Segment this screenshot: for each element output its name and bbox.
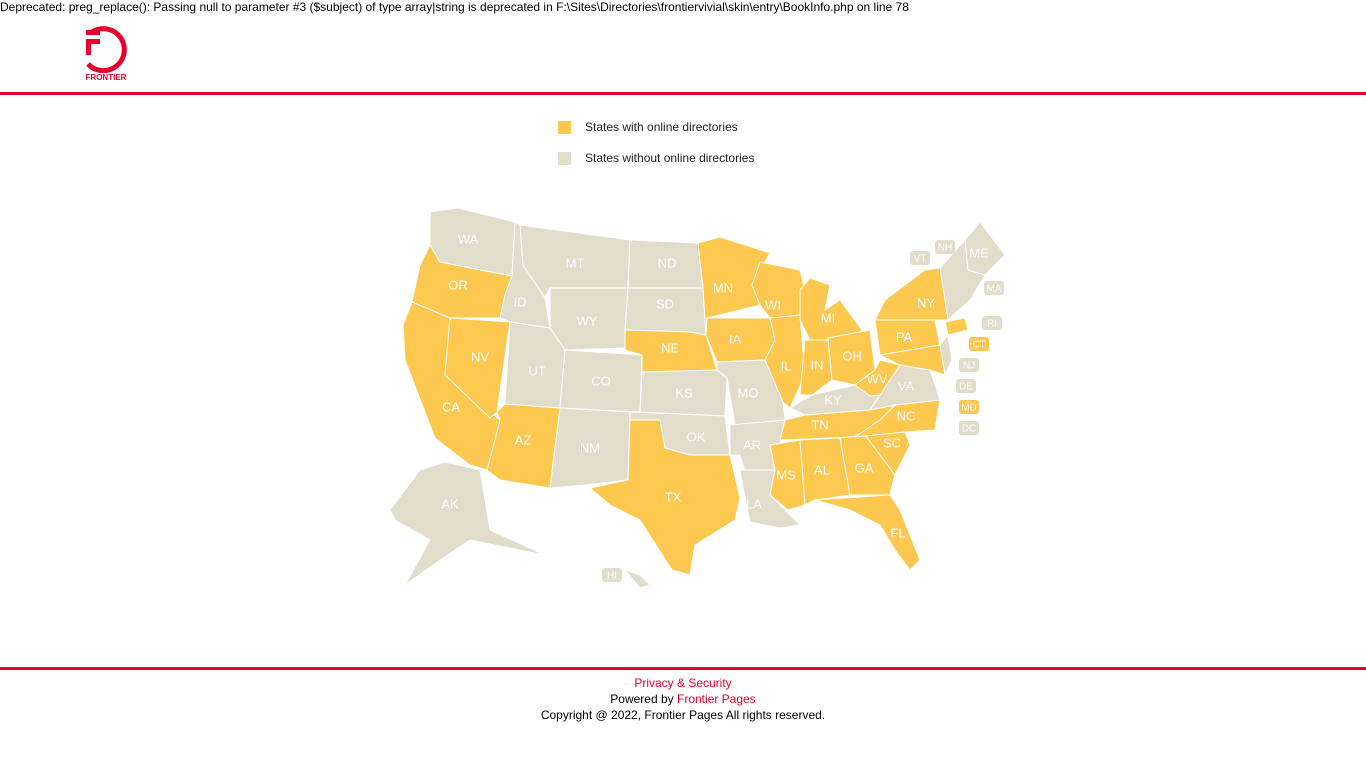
legend-label: States without online directories <box>585 151 755 165</box>
state-label: MT <box>566 255 585 270</box>
state-label: VT <box>914 254 927 265</box>
logo-bar <box>86 30 100 35</box>
logo-ring <box>86 26 127 74</box>
state-label: WY <box>577 313 598 328</box>
state-shape <box>389 461 546 586</box>
logo-bar <box>86 39 100 44</box>
state-shape <box>624 287 707 336</box>
state-label: ND <box>658 255 677 270</box>
state-label: CA <box>442 399 460 414</box>
state-badge <box>959 358 979 372</box>
state-label: WA <box>458 231 479 246</box>
state-badge <box>982 316 1002 330</box>
state-badge <box>969 337 989 351</box>
legend-swatch <box>558 121 571 134</box>
state-badge <box>956 379 976 393</box>
state-shape <box>878 344 946 376</box>
state-shape <box>444 317 511 419</box>
state-label: KS <box>675 385 693 400</box>
copyright: Copyright @ 2022, Frontier Pages All rig… <box>540 708 826 722</box>
state-shape <box>814 494 921 571</box>
state-label: MN <box>713 280 733 295</box>
state-label: IN <box>811 357 824 372</box>
state-label: DC <box>962 424 976 435</box>
state-label: DE <box>959 382 973 393</box>
state-label: TN <box>811 417 828 432</box>
us-map: WA OR CA NV ID MT WY UT CO AZ NM ND SD NE KS OK TX MN IA MO… <box>389 207 1006 589</box>
state-shape <box>799 339 833 396</box>
state-shape <box>623 568 651 589</box>
state-label: IL <box>781 358 792 373</box>
state-label: AK <box>441 496 459 511</box>
state-label: KY <box>824 392 842 407</box>
state-label: NE <box>661 340 679 355</box>
state-label: WV <box>867 371 888 386</box>
state-label: OH <box>842 348 862 363</box>
state-shape <box>639 369 728 417</box>
php-notice: Deprecated: preg_replace(): Passing null… <box>0 0 909 14</box>
state-shape <box>799 437 851 506</box>
state-label: ME <box>969 245 989 260</box>
state-label: NC <box>897 408 916 423</box>
state-label: OK <box>687 429 706 444</box>
state-label: TX <box>665 489 682 504</box>
state-label: NH <box>938 243 952 254</box>
header-rule <box>0 92 1366 95</box>
state-label: IA <box>729 331 742 346</box>
state-badge <box>910 251 930 265</box>
state-label: MI <box>821 310 835 325</box>
state-label: LA <box>746 496 762 511</box>
state-label: MA <box>987 284 1002 295</box>
state-shape <box>549 407 631 489</box>
state-label: NJ <box>963 361 975 372</box>
state-label: NY <box>917 295 935 310</box>
state-label: AL <box>814 462 830 477</box>
state-label: VA <box>898 378 915 393</box>
state-label: AZ <box>515 432 532 447</box>
state-label: ID <box>514 294 527 309</box>
state-badge <box>984 281 1004 295</box>
state-badge <box>959 421 979 435</box>
state-shape <box>549 287 629 351</box>
state-label: NV <box>471 349 489 364</box>
state-shape <box>588 419 741 576</box>
state-label: SC <box>883 435 901 450</box>
state-label: OR <box>448 277 468 292</box>
legend-swatch <box>558 152 571 165</box>
logo-bar <box>86 39 91 55</box>
state-label: CT <box>972 340 985 351</box>
logo-text: FRONTIER <box>86 73 127 82</box>
state-label: UT <box>528 363 545 378</box>
state-label: MS <box>776 467 796 482</box>
state-shape <box>874 267 949 321</box>
state-shape <box>764 314 806 409</box>
footer-rule <box>0 667 1366 670</box>
state-label: GA <box>855 460 874 475</box>
powered-by: Powered by <box>610 692 674 706</box>
state-label: WI <box>765 297 781 312</box>
footer: Privacy & Security Powered by Frontier P… <box>0 675 1366 723</box>
state-badge <box>935 240 955 254</box>
state-label: MD <box>961 403 977 414</box>
state-label: PA <box>896 329 913 344</box>
state-shape <box>944 317 969 336</box>
state-label: CO <box>591 373 611 388</box>
state-label: AR <box>743 437 761 452</box>
state-label: NM <box>580 440 600 455</box>
state-label: MO <box>738 385 759 400</box>
privacy-link[interactable]: Privacy & Security <box>634 676 732 690</box>
logo[interactable]: FRONTIER <box>78 24 138 86</box>
frontier-pages-link[interactable]: Frontier Pages <box>677 692 756 706</box>
state-shape <box>964 221 1006 276</box>
state-label: HI <box>607 571 617 582</box>
state-badge <box>602 568 622 582</box>
state-badge <box>959 400 979 414</box>
state-label: RI <box>987 319 997 330</box>
legend-label: States with online directories <box>585 120 738 134</box>
state-label: SD <box>656 296 674 311</box>
state-label: FL <box>890 525 905 540</box>
